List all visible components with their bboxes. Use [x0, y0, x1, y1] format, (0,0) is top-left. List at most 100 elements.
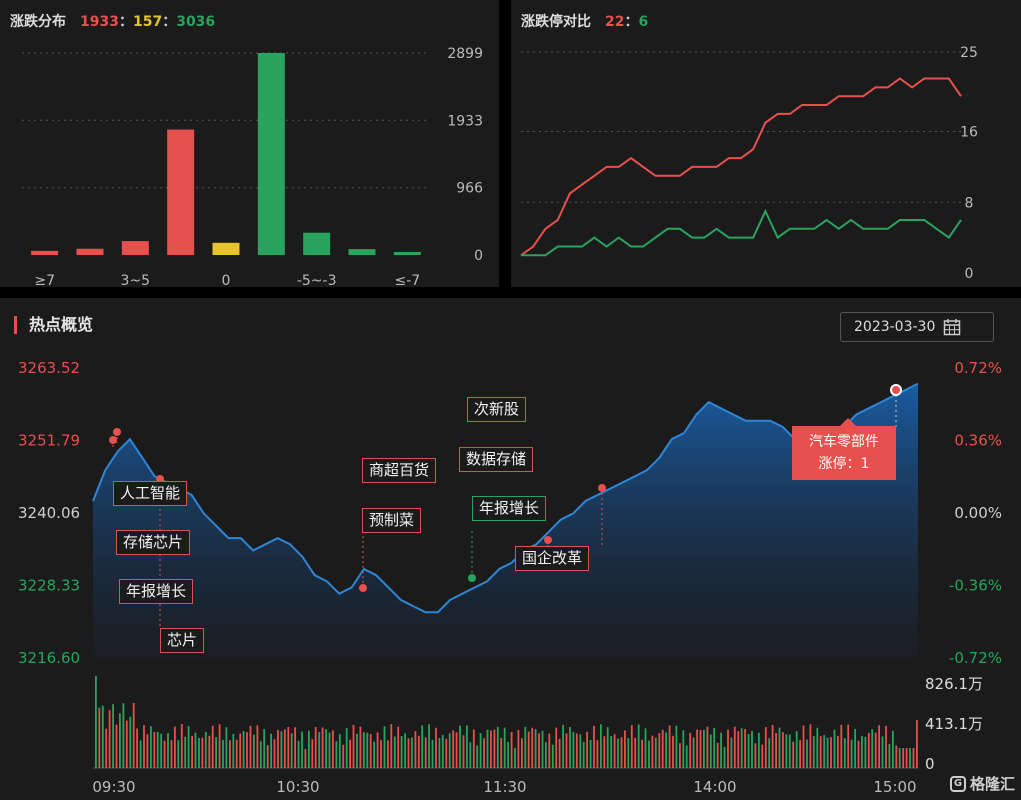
- volume-bar: [706, 726, 709, 768]
- volume-bar: [654, 737, 657, 768]
- volume-bar: [613, 734, 616, 768]
- series-line: [521, 208, 962, 257]
- x-tick-label: 11:30: [483, 778, 526, 796]
- distribution-bar: [303, 232, 331, 255]
- separator: ：: [162, 14, 177, 30]
- volume-bar: [486, 729, 489, 768]
- volume-bar: [483, 738, 485, 768]
- volume-bar: [270, 733, 272, 768]
- x-tick-label: 14:00: [693, 778, 736, 796]
- up-count: 1933: [80, 14, 119, 30]
- concept-label[interactable]: 次新股: [467, 397, 527, 422]
- concept-label[interactable]: 预制菜: [362, 508, 422, 533]
- volume-bar: [617, 738, 619, 768]
- concept-label[interactable]: 年报增长: [119, 579, 194, 604]
- volume-bar: [812, 736, 815, 768]
- volume-bar: [431, 739, 434, 768]
- volume-bar: [184, 736, 187, 768]
- volume-bar: [435, 727, 437, 768]
- concept-label[interactable]: 芯片: [160, 628, 205, 653]
- calendar-icon[interactable]: [943, 318, 961, 336]
- volume-bar: [167, 733, 169, 768]
- volume-bar: [503, 727, 506, 768]
- concept-label[interactable]: 存储芯片: [116, 530, 191, 555]
- volume-bar: [785, 734, 788, 768]
- volume-bar: [685, 745, 688, 768]
- volume-bar: [421, 725, 424, 768]
- distribution-bar: [393, 252, 421, 255]
- volume-bar: [180, 724, 183, 768]
- volume-bar: [661, 729, 664, 768]
- volume-bar: [259, 741, 262, 768]
- volume-bar: [448, 733, 451, 768]
- volume-tick-label: 826.1万: [925, 675, 983, 693]
- y-tick-label: 3216.60: [18, 649, 80, 667]
- volume-bar: [696, 729, 698, 768]
- volume-bar: [174, 726, 176, 768]
- volume-bar: [452, 730, 455, 768]
- concept-label[interactable]: 人工智能: [113, 481, 188, 506]
- volume-bar: [668, 725, 671, 768]
- volume-bar: [864, 736, 867, 768]
- distribution-bar: [348, 249, 376, 255]
- y-tick-label: 16: [960, 125, 978, 141]
- volume-bar: [356, 733, 358, 768]
- volume-bar: [802, 725, 805, 768]
- volume-bar: [534, 729, 537, 768]
- concept-label[interactable]: 数据存储: [459, 447, 534, 472]
- volume-bar: [727, 729, 729, 768]
- distribution-title-row: 涨跌分布 1933：157：3036: [10, 11, 215, 31]
- date-value: 2023-03-30: [854, 319, 936, 335]
- volume-bar: [589, 740, 592, 768]
- volume-bar: [277, 729, 279, 768]
- volume-bar: [751, 731, 753, 768]
- date-picker[interactable]: 2023-03-30: [840, 312, 994, 342]
- y-pct-label: 0.00%: [954, 504, 1002, 522]
- volume-bar: [263, 729, 266, 768]
- y-tick-label: 1933: [447, 113, 483, 129]
- volume-bar: [332, 730, 334, 768]
- volume-bar: [194, 732, 197, 768]
- volume-bar: [788, 734, 791, 768]
- volume-bar: [383, 726, 386, 768]
- x-tick-label: ≥7: [34, 273, 55, 287]
- volume-bar: [871, 729, 874, 768]
- separator: ：: [118, 14, 133, 30]
- concept-label[interactable]: 年报增长: [472, 496, 547, 521]
- volume-bar: [867, 732, 870, 768]
- volume-bar: [593, 725, 595, 768]
- volume-bar: [545, 742, 547, 768]
- volume-bar: [881, 736, 884, 768]
- event-dot: [544, 536, 552, 544]
- concept-label[interactable]: 国企改革: [515, 546, 590, 571]
- volume-bar: [744, 729, 746, 768]
- concept-label[interactable]: 商超百货: [362, 458, 437, 483]
- volume-bar: [459, 725, 461, 768]
- volume-bar: [507, 742, 509, 768]
- volume-bar: [404, 733, 406, 768]
- volume-bar: [256, 725, 259, 768]
- highlight-callout[interactable]: 汽车零部件 涨停：1: [792, 418, 896, 480]
- ratio-title: 涨跌停对比: [521, 14, 591, 30]
- distribution-bar: [167, 129, 195, 255]
- y-tick-label: 8: [965, 195, 974, 211]
- volume-bar: [235, 739, 238, 768]
- volume-bar: [376, 732, 379, 768]
- volume-bar: [105, 728, 108, 768]
- distribution-bar: [257, 53, 285, 255]
- callout-limit: 涨停：1: [818, 456, 870, 472]
- volume-bar: [761, 744, 764, 768]
- hot-overview-panel: 热点概览 2023-03-30 3263.52 0.72% 3251.79 0.36%…: [0, 298, 1021, 800]
- volume-bar: [768, 738, 771, 768]
- volume-bar: [764, 727, 767, 768]
- volume-bar: [905, 748, 908, 768]
- volume-bar: [177, 740, 180, 768]
- volume-bar: [672, 735, 674, 768]
- volume-bar: [476, 745, 479, 768]
- volume-bar: [888, 744, 891, 768]
- volume-bar: [689, 732, 692, 768]
- volume-bar: [610, 736, 613, 768]
- volume-bar: [287, 727, 290, 768]
- x-tick-label: 3~5: [121, 273, 151, 287]
- volume-bar: [541, 730, 544, 768]
